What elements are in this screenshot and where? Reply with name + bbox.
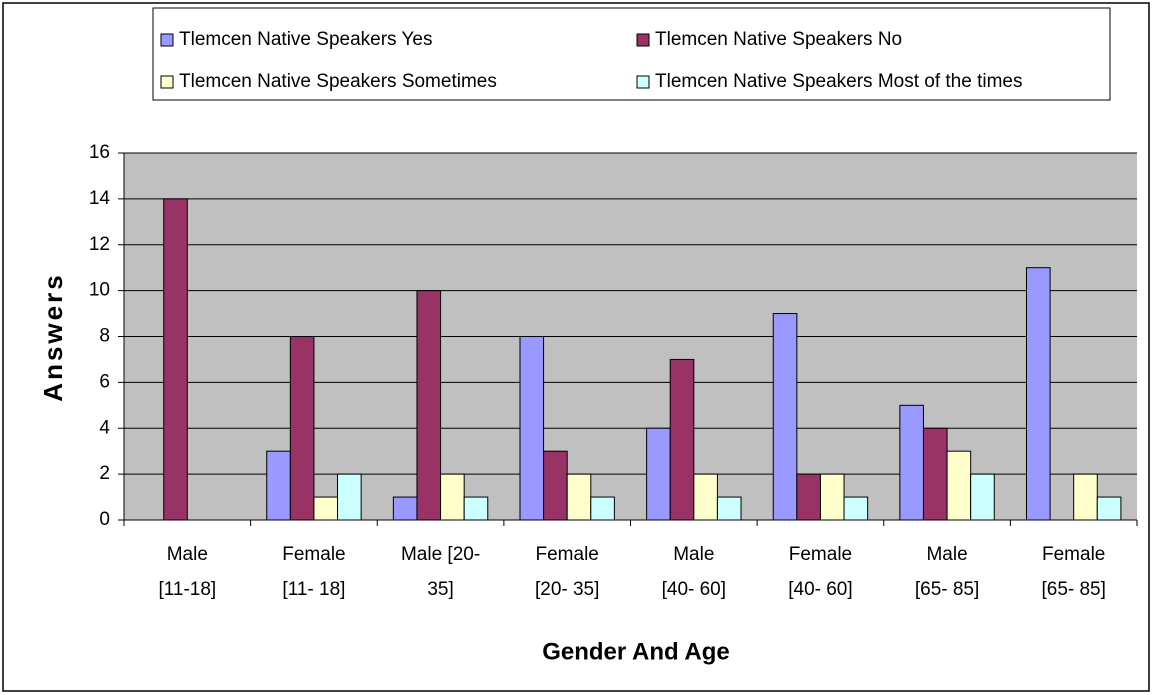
bar: [716, 496, 742, 521]
x-tick-label: [11- 18]: [282, 579, 345, 600]
y-tick-label: 2: [99, 463, 110, 484]
bar: [819, 473, 845, 521]
bar: [163, 198, 188, 521]
legend-label: Tlemcen Native Speakers Sometimes: [179, 71, 497, 92]
bar: [970, 473, 995, 521]
x-tick-label: [65- 85]: [915, 579, 979, 600]
bar: [416, 290, 442, 521]
x-tick-label: [40- 60]: [788, 579, 852, 600]
bar: [1073, 473, 1098, 521]
bar: [519, 336, 545, 521]
bar: [646, 427, 671, 521]
y-tick-label: 14: [89, 188, 111, 209]
y-tick-label: 4: [99, 417, 110, 438]
bar: [543, 450, 568, 521]
x-tick-label: Male [20-: [401, 544, 480, 565]
bar: [693, 473, 718, 521]
bar: [313, 496, 339, 521]
bar: [796, 473, 821, 521]
y-tick-label: 12: [89, 234, 110, 255]
x-tick-label: Female: [536, 544, 599, 565]
x-tick-label: [11-18]: [158, 579, 216, 600]
bar: [289, 336, 315, 521]
bar: [946, 450, 972, 521]
x-tick-label: Female: [282, 544, 345, 565]
y-tick-label: 0: [99, 509, 110, 530]
bar: [669, 358, 695, 521]
x-axis-title: Gender And Age: [542, 638, 730, 665]
bar: [266, 450, 291, 521]
x-tick-label: Male: [167, 544, 208, 565]
bar: [843, 496, 869, 521]
legend-label: Tlemcen Native Speakers No: [655, 29, 902, 50]
bar: [899, 404, 924, 521]
x-tick-label: Male: [673, 544, 714, 565]
legend-swatch: [636, 75, 650, 89]
legend-swatch: [160, 33, 174, 47]
bar: [590, 496, 615, 521]
bar: [922, 427, 948, 521]
x-tick-label: [20- 35]: [535, 579, 599, 600]
bar: [337, 473, 362, 521]
bar: [1096, 496, 1122, 521]
x-tick-label: [65- 85]: [1041, 579, 1105, 600]
legend-swatch: [160, 75, 174, 89]
y-tick-label: 10: [89, 280, 110, 301]
legend-swatch: [636, 33, 650, 47]
y-tick-label: 16: [89, 142, 110, 163]
x-tick-label: Female: [1042, 544, 1105, 565]
bar: [392, 496, 418, 521]
legend-box: [152, 7, 1111, 101]
legend-label: Tlemcen Native Speakers Yes: [179, 29, 432, 50]
x-tick-label: Male: [926, 544, 967, 565]
y-tick-label: 8: [99, 326, 110, 347]
legend-label: Tlemcen Native Speakers Most of the time…: [655, 71, 1022, 92]
bar: [463, 496, 489, 521]
x-tick-label: Female: [789, 544, 852, 565]
bar: [566, 473, 592, 521]
y-axis-title: Answers: [38, 272, 68, 401]
x-tick-label: 35]: [427, 579, 453, 600]
bar: [772, 313, 798, 521]
y-tick-label: 6: [99, 371, 110, 392]
x-tick-label: [40- 60]: [662, 579, 726, 600]
bar: [1025, 267, 1051, 521]
bar: [440, 473, 465, 521]
